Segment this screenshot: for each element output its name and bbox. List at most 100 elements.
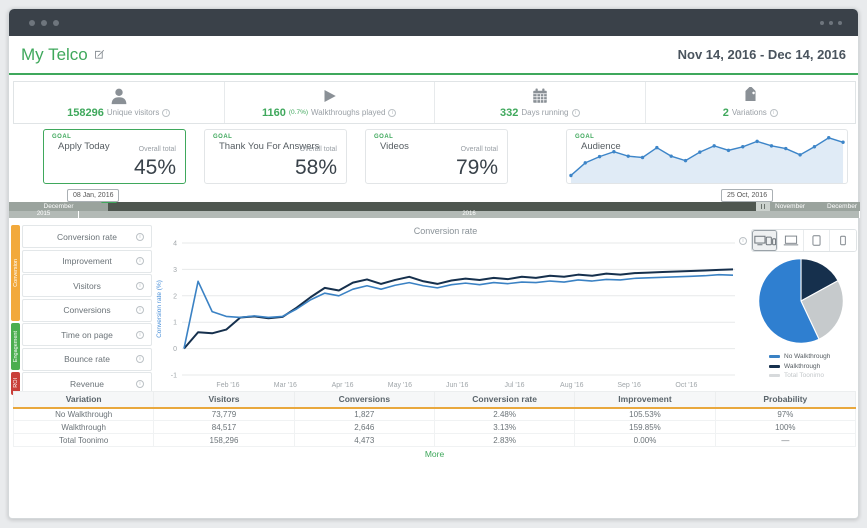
table-cell: 4,473	[293, 433, 435, 447]
table-cell: 2.48%	[433, 407, 576, 421]
goal-total-label: Overall total	[138, 146, 176, 153]
sidebar-item-label: Time on page	[61, 329, 113, 340]
svg-text:Oct '16: Oct '16	[675, 382, 697, 389]
selected-range[interactable]	[108, 202, 756, 211]
svg-text:4: 4	[173, 241, 177, 248]
device-filter-desktop[interactable]	[778, 230, 804, 251]
info-icon[interactable]: i	[162, 108, 171, 117]
goal-card-thank-you[interactable]: GOAL Thank You For Answers Overall total…	[204, 129, 347, 184]
goal-tag: GOAL	[575, 134, 595, 140]
info-icon[interactable]: i	[739, 236, 747, 245]
goal-card-apply-today[interactable]: GOAL Apply Today Overall total 45%	[43, 129, 186, 184]
legend-item-walkthrough[interactable]: Walkthrough	[769, 363, 830, 370]
svg-text:Mar '16: Mar '16	[274, 382, 297, 389]
column-header-improvement[interactable]: Improvement	[574, 391, 716, 409]
month-segment: November	[756, 202, 824, 211]
table-cell: 159.85%	[574, 420, 716, 434]
device-filter-phone[interactable]	[830, 230, 856, 251]
sidebar-item-time-on-page[interactable]: Time on page i	[22, 323, 152, 346]
stat-sub-value: (0.7%)	[288, 109, 309, 116]
stat-days-running: 332 Days running i	[435, 82, 646, 123]
info-icon[interactable]: i	[136, 330, 144, 339]
slider-years-track: 2015 2016	[9, 211, 860, 218]
table-row[interactable]: Total Toonimo 158,296 4,473 2.83% 0.00% —	[12, 433, 857, 447]
sidebar-item-improvement[interactable]: Improvement i	[22, 249, 152, 273]
play-icon	[324, 89, 336, 102]
legend-item-no-walkthrough[interactable]: No Walkthrough	[769, 353, 830, 360]
info-icon[interactable]: i	[388, 108, 397, 117]
info-icon[interactable]: i	[769, 108, 778, 117]
table-row[interactable]: No Walkthrough 73,779 1,827 2.48% 105.53% 97%	[12, 407, 857, 421]
slider-end-handle[interactable]	[756, 202, 770, 211]
all-devices-icon	[753, 235, 776, 246]
goal-name: Videos	[380, 141, 409, 152]
year-segment: 2015	[9, 211, 79, 218]
stat-unique-visitors: 158296 Unique visitors i	[14, 82, 225, 123]
goal-card-videos[interactable]: GOAL Videos Overall total 79%	[365, 129, 508, 184]
info-icon[interactable]: i	[136, 306, 144, 314]
date-range[interactable]: Nov 14, 2016 - Dec 14, 2016	[677, 47, 846, 62]
more-link[interactable]: More	[424, 449, 445, 459]
column-header-visitors[interactable]: Visitors	[153, 391, 295, 409]
stat-label: Days running	[521, 108, 569, 117]
category-strip-roi: ROI	[11, 372, 20, 395]
goal-card-audience[interactable]: GOAL Audience	[566, 129, 848, 184]
browser-chrome	[9, 9, 858, 36]
stat-walkthroughs-played: 1160 (0.7%) Walkthroughs played i	[225, 82, 435, 123]
stat-label: Unique visitors	[106, 108, 160, 117]
info-icon[interactable]: i	[136, 232, 144, 241]
table-cell: Walkthrough	[12, 420, 155, 434]
variation-pie-chart	[758, 258, 844, 344]
goal-total-value: 79%	[455, 156, 498, 179]
stat-label: Variations	[731, 108, 767, 117]
sidebar-item-visitors[interactable]: Visitors i	[22, 274, 152, 297]
info-icon[interactable]: i	[136, 281, 144, 290]
svg-text:3: 3	[173, 267, 177, 274]
slider-months-track[interactable]: December November December	[9, 202, 860, 211]
table-row[interactable]: Walkthrough 84,517 2,646 3.13% 159.85% 100%	[12, 420, 857, 434]
tablet-icon	[812, 235, 821, 246]
browser-menu-dots[interactable]	[820, 21, 842, 25]
svg-text:Aug '16: Aug '16	[560, 382, 584, 389]
edit-icon[interactable]	[94, 49, 105, 60]
sidebar-item-label: Conversions	[63, 305, 111, 315]
goal-total-label: Overall total	[299, 146, 337, 153]
svg-text:-1: -1	[171, 373, 177, 380]
device-filter-tablet[interactable]	[804, 230, 830, 251]
table-cell: 2,646	[293, 420, 435, 434]
stats-bar: 158296 Unique visitors i 1160 (0.7%) Walkthr…	[13, 81, 856, 124]
info-icon[interactable]: i	[571, 108, 580, 117]
month-segment: December	[824, 202, 860, 211]
info-icon[interactable]: i	[136, 379, 144, 388]
table-cell: 0.00%	[574, 433, 716, 447]
svg-text:0: 0	[173, 346, 177, 353]
sidebar-item-conversions[interactable]: Conversions i	[22, 298, 152, 322]
slider-end-tooltip: 25 Oct, 2016	[721, 189, 774, 202]
info-icon[interactable]: i	[136, 257, 144, 265]
column-header-conversion-rate[interactable]: Conversion rate	[433, 391, 576, 409]
sidebar-item-label: Improvement	[62, 256, 112, 266]
table-cell: No Walkthrough	[12, 407, 155, 421]
sidebar-item-label: Conversion rate	[56, 231, 117, 242]
column-header-conversions[interactable]: Conversions	[293, 391, 435, 409]
goal-total-value: 45%	[133, 156, 176, 179]
sidebar-item-label: Bounce rate	[64, 354, 110, 364]
info-icon[interactable]: i	[136, 355, 144, 363]
sidebar-item-bounce-rate[interactable]: Bounce rate i	[22, 347, 152, 371]
legend-color-dash	[769, 374, 780, 377]
sidebar-item-conversion-rate[interactable]: Conversion rate i	[22, 225, 152, 248]
svg-text:2: 2	[173, 293, 177, 300]
column-header-probability[interactable]: Probability	[714, 391, 857, 409]
device-filter-all[interactable]	[752, 230, 778, 251]
legend-label: Walkthrough	[784, 362, 821, 370]
year-segment: 2016	[79, 211, 860, 218]
legend-label: Total Toonimo	[784, 372, 824, 379]
legend-color-dash	[769, 364, 780, 368]
stat-value: 2	[722, 106, 729, 119]
column-header-variation[interactable]: Variation	[12, 391, 155, 409]
legend-item-total-toonimo[interactable]: Total Toonimo	[769, 372, 830, 379]
goal-name: Apply Today	[58, 141, 110, 152]
svg-text:Feb '16: Feb '16	[216, 382, 239, 389]
window-control-dots[interactable]	[29, 20, 59, 26]
device-filter-group	[751, 229, 857, 252]
